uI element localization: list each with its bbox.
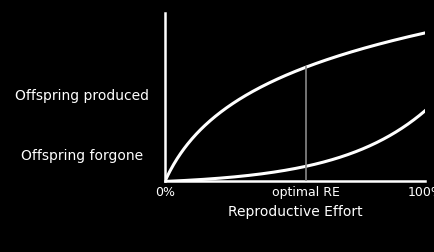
Text: Offspring forgone: Offspring forgone xyxy=(21,149,144,163)
X-axis label: Reproductive Effort: Reproductive Effort xyxy=(228,205,362,219)
Text: Offspring produced: Offspring produced xyxy=(16,89,149,103)
